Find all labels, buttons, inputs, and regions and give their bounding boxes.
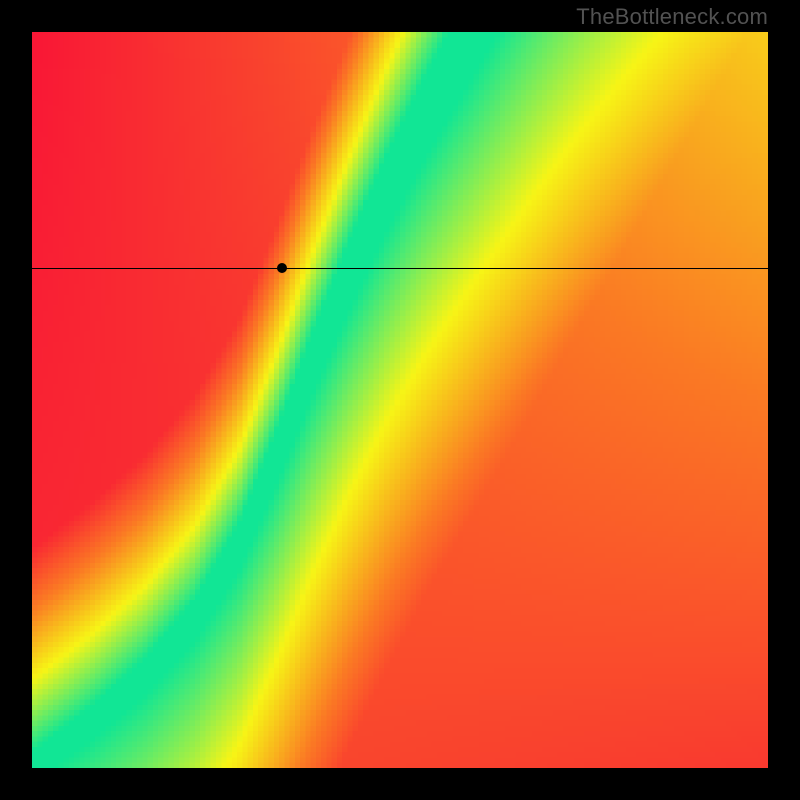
bottleneck-heatmap bbox=[32, 32, 768, 768]
watermark-text: TheBottleneck.com bbox=[576, 4, 768, 30]
crosshair-dot bbox=[277, 263, 287, 273]
crosshair-vertical bbox=[282, 768, 283, 800]
heatmap-canvas bbox=[32, 32, 768, 768]
chart-container: TheBottleneck.com bbox=[0, 0, 800, 800]
crosshair-horizontal bbox=[32, 268, 768, 269]
